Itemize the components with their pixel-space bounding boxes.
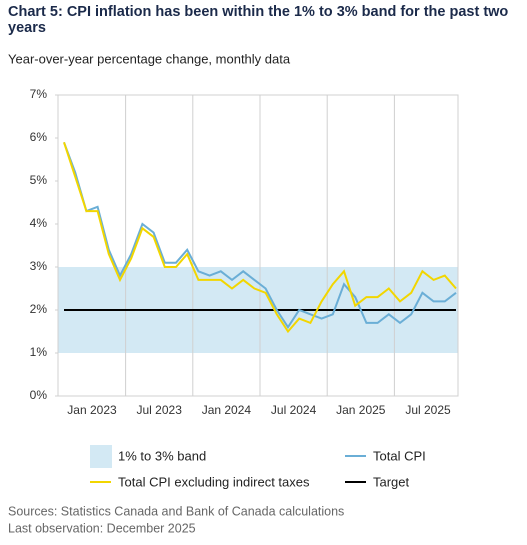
- legend-swatch: [90, 445, 112, 468]
- source-note: Last observation: December 2025: [8, 521, 196, 535]
- y-tick-label: 5%: [30, 173, 48, 187]
- x-tick-label: Jan 2023: [67, 403, 117, 417]
- legend-label: Target: [373, 474, 410, 489]
- x-tick-label: Jul 2024: [271, 403, 317, 417]
- chart-title: Chart 5: CPI inflation has been within t…: [8, 4, 509, 36]
- y-tick-label: 3%: [30, 259, 48, 273]
- y-tick-label: 4%: [30, 216, 48, 230]
- x-tick-label: Jan 2025: [336, 403, 386, 417]
- chart-subtitle: Year-over-year percentage change, monthl…: [8, 51, 291, 66]
- y-tick-label: 0%: [30, 388, 48, 402]
- legend-label: 1% to 3% band: [118, 448, 206, 463]
- y-tick-label: 7%: [30, 87, 48, 101]
- source-note: Sources: Statistics Canada and Bank of C…: [8, 504, 344, 518]
- y-tick-label: 1%: [30, 345, 48, 359]
- y-tick-label: 6%: [30, 130, 48, 144]
- y-tick-label: 2%: [30, 302, 48, 316]
- legend-label: Total CPI: [373, 448, 426, 463]
- legend-label: Total CPI excluding indirect taxes: [118, 474, 310, 489]
- series-line: [63, 141, 457, 334]
- x-tick-label: Jan 2024: [202, 403, 252, 417]
- series-line: [63, 141, 457, 330]
- x-tick-label: Jul 2023: [137, 403, 183, 417]
- plot-frame: [57, 94, 459, 397]
- x-tick-label: Jul 2025: [405, 403, 451, 417]
